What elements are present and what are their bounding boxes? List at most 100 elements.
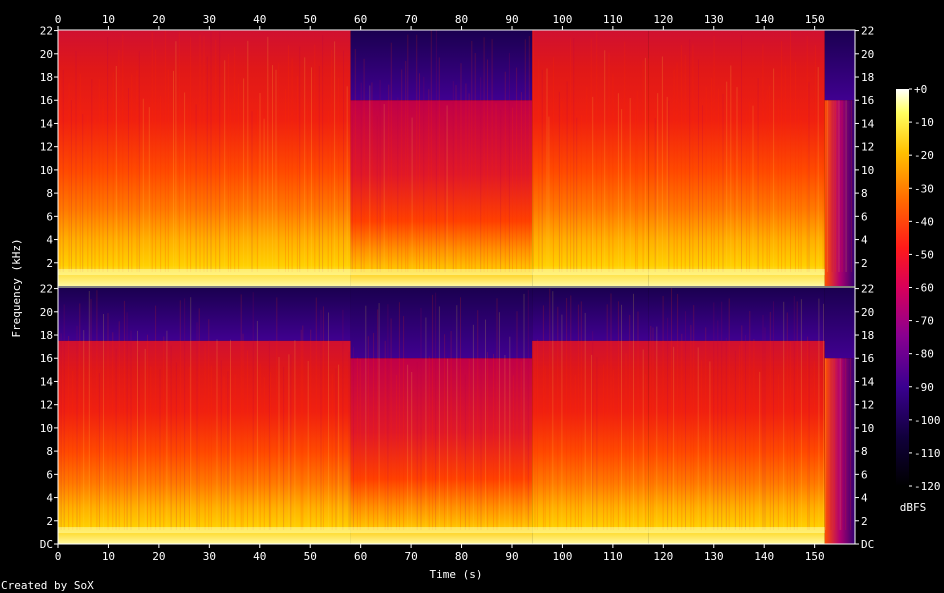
streak [259,93,261,272]
streak [256,320,258,530]
x-tick-label: 80 [455,550,468,563]
streak [697,347,699,530]
streak [184,298,186,530]
streak [509,336,511,530]
streak [835,100,836,272]
streak [455,85,457,272]
colorbar-tick-label: -40 [914,215,934,228]
streak [495,103,497,272]
quiet-band [350,30,533,101]
streak [300,329,302,530]
y-tick-label: 20 [861,306,874,319]
colorbar-tick-label: -30 [914,182,934,195]
y-tick-label: 8 [861,187,868,200]
streak [256,109,258,273]
x-tick-label: 50 [304,550,317,563]
streak [203,35,205,273]
streak [98,79,100,272]
x-tick-label: 110 [603,550,623,563]
streak [230,339,231,530]
streak [155,49,157,272]
streak [328,312,329,530]
streak [561,314,563,530]
energy-band [58,340,351,544]
streak [272,65,273,272]
streak [480,357,482,530]
streak [722,93,724,273]
streak [307,104,309,273]
streak [692,44,694,272]
streak [635,110,637,272]
low-frequency-band [58,527,825,534]
streak [673,346,675,530]
streak [130,330,132,530]
streak [580,301,582,530]
x-tick-label: 70 [404,550,417,563]
streak [122,34,124,272]
streak [263,118,265,272]
quiet-band [350,288,533,359]
streak [734,350,736,530]
streak [596,356,598,530]
streak [702,105,703,272]
colorbar-ticks: +0 -10 -20 -30 -40 -50 -60 -70 -80 -90 -100 -110 -12… [909,83,941,493]
streak [438,57,440,273]
streak [730,65,732,272]
y-tick-label: 20 [40,306,53,319]
streak [94,118,96,272]
streak [296,76,298,272]
x-tick-label: 150 [805,13,825,26]
streak [757,78,759,272]
streak [677,293,679,530]
quiet-band [532,288,649,341]
streak [834,358,836,530]
streak [471,40,473,273]
colorbar-tick-label: -70 [914,315,934,328]
streak [138,51,140,273]
streak [705,86,707,272]
streak [586,86,588,272]
streak [617,301,619,530]
streak [546,68,548,273]
streak [444,334,446,530]
streak [534,341,536,530]
streak [612,369,614,530]
y-tick-label: 6 [46,468,53,481]
streak [186,104,188,273]
streak [63,304,65,530]
streak [351,114,353,272]
x-tick-label: 0 [55,13,62,26]
streak [808,81,810,273]
streak [423,76,425,272]
streak [709,361,711,530]
streak [419,73,420,272]
y-tick-label: 12 [40,399,53,412]
streak [491,39,493,272]
streak [549,288,551,530]
streak [725,337,727,530]
y-tick-label: 4 [861,234,868,247]
streak [813,360,815,530]
streak [356,357,358,530]
colorbar-tick-label: -90 [914,381,934,394]
x-tick-label: 10 [102,550,115,563]
y-tick-label: 22 [40,283,53,296]
streak [654,118,656,272]
streak [302,325,304,530]
streak [673,69,675,272]
streak [87,115,89,272]
streak [379,79,381,273]
streak [762,315,764,530]
streak [823,303,824,530]
streak [800,299,802,530]
streak [247,350,248,530]
streak [252,292,254,530]
streak [428,89,430,272]
x-tick-label: 20 [152,13,165,26]
streak [808,342,810,530]
streak [759,371,761,530]
streak [102,99,104,272]
streak [142,98,144,272]
streak [352,347,354,530]
streak [283,366,285,530]
